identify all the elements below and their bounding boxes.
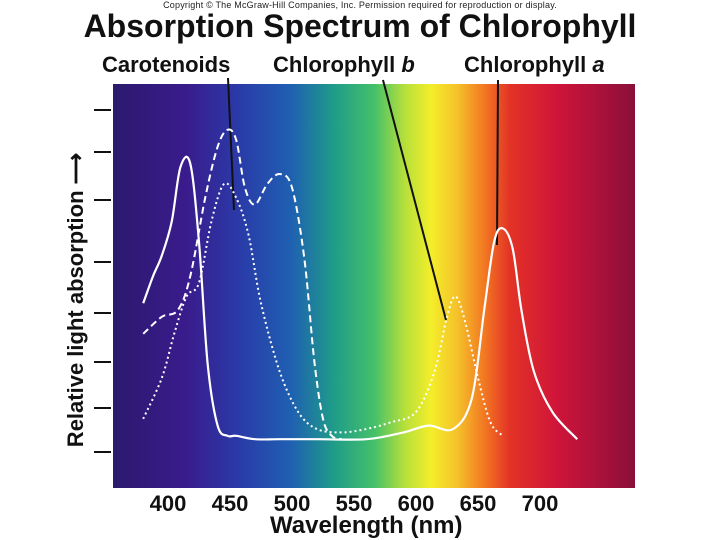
series-line-chlorophyll-a — [142, 155, 579, 441]
label-chlorophyll-a: Chlorophyll a — [464, 52, 605, 78]
series-line-carotenoids — [142, 128, 342, 441]
label-chlorophyll-b: Chlorophyll b — [273, 52, 415, 78]
x-tick-label-700: 700 — [522, 491, 559, 516]
x-tick-label-500: 500 — [274, 491, 311, 516]
label-chlorophyll-a-letter: a — [592, 52, 605, 77]
series-layer — [142, 128, 579, 441]
chart-title: Absorption Spectrum of Chlorophyll — [83, 8, 637, 44]
x-tick-label-400: 400 — [150, 491, 187, 516]
y-axis-ticks — [94, 109, 111, 453]
pointer-chlorophyll-b — [382, 79, 447, 321]
x-tick-label-650: 650 — [460, 491, 497, 516]
copyright-notice: Copyright © The McGraw-Hill Companies, I… — [163, 0, 557, 10]
label-chlorophyll-b-main: Chlorophyll — [273, 52, 402, 77]
x-tick-label-600: 600 — [398, 491, 435, 516]
label-pointers — [227, 77, 499, 321]
spectrum-background — [113, 84, 635, 488]
label-carotenoids: Carotenoids — [102, 52, 231, 77]
label-chlorophyll-a-main: Chlorophyll — [464, 52, 593, 77]
x-axis-ticks: 400 450 500 550 600 650 700 — [150, 491, 559, 516]
x-tick-label-450: 450 — [212, 491, 249, 516]
x-tick-label-550: 550 — [336, 491, 373, 516]
pointer-chlorophyll-a — [496, 79, 499, 246]
label-chlorophyll-b-letter: b — [401, 52, 415, 77]
pointer-carotenoids — [227, 77, 235, 211]
x-axis-label: Wavelength (nm) — [270, 512, 463, 539]
